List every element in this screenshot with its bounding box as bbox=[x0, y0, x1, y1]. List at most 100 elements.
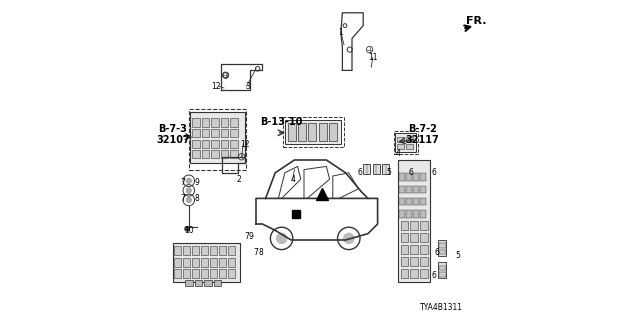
FancyBboxPatch shape bbox=[406, 173, 412, 181]
Text: 10: 10 bbox=[184, 226, 194, 235]
Text: 11: 11 bbox=[368, 53, 378, 62]
Text: B-7-3
32107: B-7-3 32107 bbox=[156, 124, 189, 145]
FancyBboxPatch shape bbox=[195, 280, 202, 286]
FancyBboxPatch shape bbox=[420, 198, 426, 205]
FancyBboxPatch shape bbox=[228, 246, 236, 255]
FancyBboxPatch shape bbox=[192, 269, 200, 278]
Text: 8: 8 bbox=[195, 194, 199, 203]
FancyBboxPatch shape bbox=[413, 186, 419, 193]
FancyBboxPatch shape bbox=[204, 280, 212, 286]
Circle shape bbox=[186, 197, 192, 203]
FancyBboxPatch shape bbox=[420, 257, 428, 266]
Text: 5: 5 bbox=[455, 252, 460, 260]
FancyBboxPatch shape bbox=[397, 144, 404, 149]
Text: 7: 7 bbox=[180, 194, 185, 203]
Text: 9: 9 bbox=[249, 232, 253, 241]
FancyBboxPatch shape bbox=[397, 137, 404, 142]
FancyBboxPatch shape bbox=[219, 246, 227, 255]
FancyBboxPatch shape bbox=[221, 150, 228, 158]
Text: 2: 2 bbox=[236, 175, 241, 184]
FancyBboxPatch shape bbox=[420, 186, 426, 193]
FancyBboxPatch shape bbox=[399, 198, 405, 205]
Text: 6: 6 bbox=[435, 248, 439, 257]
FancyBboxPatch shape bbox=[308, 123, 317, 141]
Text: 3: 3 bbox=[246, 82, 250, 91]
FancyBboxPatch shape bbox=[192, 129, 200, 137]
Text: 7: 7 bbox=[244, 232, 249, 241]
FancyBboxPatch shape bbox=[219, 269, 227, 278]
FancyBboxPatch shape bbox=[211, 118, 219, 127]
FancyBboxPatch shape bbox=[420, 233, 428, 242]
FancyBboxPatch shape bbox=[228, 258, 236, 267]
Text: TYA4B1311: TYA4B1311 bbox=[420, 303, 463, 312]
FancyBboxPatch shape bbox=[192, 150, 200, 158]
FancyBboxPatch shape bbox=[219, 258, 227, 267]
FancyBboxPatch shape bbox=[399, 173, 405, 181]
FancyBboxPatch shape bbox=[214, 280, 221, 286]
FancyBboxPatch shape bbox=[298, 123, 307, 141]
FancyBboxPatch shape bbox=[184, 258, 191, 267]
FancyBboxPatch shape bbox=[439, 266, 445, 270]
FancyBboxPatch shape bbox=[202, 129, 209, 137]
FancyBboxPatch shape bbox=[420, 245, 428, 254]
FancyBboxPatch shape bbox=[410, 233, 418, 242]
FancyBboxPatch shape bbox=[420, 210, 426, 218]
FancyBboxPatch shape bbox=[202, 140, 209, 148]
FancyBboxPatch shape bbox=[406, 198, 412, 205]
Circle shape bbox=[343, 233, 355, 244]
FancyBboxPatch shape bbox=[413, 173, 419, 181]
FancyBboxPatch shape bbox=[401, 269, 408, 278]
FancyBboxPatch shape bbox=[438, 240, 447, 256]
FancyBboxPatch shape bbox=[410, 257, 418, 266]
Text: 6: 6 bbox=[431, 168, 436, 177]
FancyBboxPatch shape bbox=[221, 118, 228, 127]
Text: FR.: FR. bbox=[466, 16, 486, 26]
Text: B-13-10: B-13-10 bbox=[260, 116, 303, 127]
Text: 9: 9 bbox=[195, 178, 199, 187]
Circle shape bbox=[185, 227, 189, 231]
Text: 12: 12 bbox=[211, 82, 221, 91]
FancyBboxPatch shape bbox=[210, 258, 218, 267]
FancyBboxPatch shape bbox=[410, 245, 418, 254]
FancyBboxPatch shape bbox=[230, 140, 238, 148]
FancyBboxPatch shape bbox=[401, 233, 408, 242]
FancyBboxPatch shape bbox=[221, 140, 228, 148]
FancyBboxPatch shape bbox=[184, 246, 191, 255]
FancyBboxPatch shape bbox=[230, 129, 238, 137]
FancyBboxPatch shape bbox=[174, 269, 182, 278]
FancyBboxPatch shape bbox=[406, 210, 412, 218]
Text: 6: 6 bbox=[358, 168, 362, 177]
FancyBboxPatch shape bbox=[185, 280, 193, 286]
Circle shape bbox=[186, 187, 192, 194]
FancyBboxPatch shape bbox=[401, 221, 408, 230]
FancyBboxPatch shape bbox=[202, 118, 209, 127]
FancyBboxPatch shape bbox=[221, 129, 228, 137]
FancyBboxPatch shape bbox=[420, 221, 428, 230]
FancyBboxPatch shape bbox=[406, 186, 412, 193]
FancyBboxPatch shape bbox=[319, 123, 327, 141]
FancyBboxPatch shape bbox=[399, 210, 405, 218]
Text: 5: 5 bbox=[387, 168, 391, 177]
Text: 1: 1 bbox=[339, 28, 343, 36]
FancyBboxPatch shape bbox=[406, 137, 413, 142]
Text: 4: 4 bbox=[291, 175, 295, 184]
FancyBboxPatch shape bbox=[210, 246, 218, 255]
FancyBboxPatch shape bbox=[401, 245, 408, 254]
FancyBboxPatch shape bbox=[201, 269, 209, 278]
Text: 6: 6 bbox=[431, 271, 436, 280]
FancyBboxPatch shape bbox=[201, 246, 209, 255]
Circle shape bbox=[276, 233, 287, 244]
FancyBboxPatch shape bbox=[184, 269, 191, 278]
Text: 12: 12 bbox=[240, 140, 250, 148]
FancyBboxPatch shape bbox=[202, 150, 209, 158]
FancyBboxPatch shape bbox=[438, 262, 447, 278]
FancyBboxPatch shape bbox=[211, 140, 219, 148]
FancyBboxPatch shape bbox=[210, 269, 218, 278]
Text: 8: 8 bbox=[259, 248, 263, 257]
FancyBboxPatch shape bbox=[439, 243, 445, 248]
FancyBboxPatch shape bbox=[174, 246, 182, 255]
FancyBboxPatch shape bbox=[420, 173, 426, 181]
FancyBboxPatch shape bbox=[230, 150, 238, 158]
FancyBboxPatch shape bbox=[420, 269, 428, 278]
FancyBboxPatch shape bbox=[439, 272, 445, 277]
